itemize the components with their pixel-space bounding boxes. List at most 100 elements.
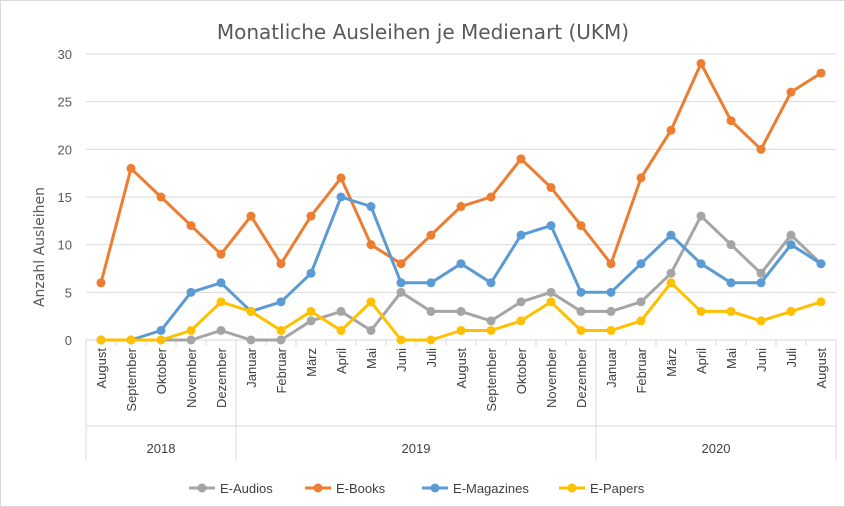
legend-label: E-Books xyxy=(336,481,386,496)
data-point xyxy=(156,325,166,335)
series-e-audios xyxy=(96,211,826,345)
data-point xyxy=(546,287,556,297)
data-point xyxy=(576,325,586,335)
x-tick-label: Juli xyxy=(784,348,799,368)
data-point xyxy=(156,335,166,345)
series-line xyxy=(99,214,823,342)
data-point xyxy=(336,192,346,202)
data-point xyxy=(276,259,286,269)
data-point xyxy=(336,306,346,316)
data-point xyxy=(276,297,286,307)
data-point xyxy=(456,325,466,335)
data-point xyxy=(216,325,226,335)
x-tick-label: April xyxy=(694,348,709,374)
data-point xyxy=(276,325,286,335)
data-point xyxy=(726,306,736,316)
x-tick-label: Mai xyxy=(724,348,739,369)
data-point xyxy=(636,259,646,269)
x-tick-label: März xyxy=(304,348,319,377)
data-point xyxy=(156,192,166,202)
data-point xyxy=(726,240,736,250)
series-e-books xyxy=(96,59,826,288)
data-point xyxy=(246,335,256,345)
data-point xyxy=(576,306,586,316)
x-tick-label: August xyxy=(454,348,469,389)
data-point xyxy=(606,259,616,269)
data-point xyxy=(666,268,676,278)
data-point xyxy=(306,306,316,316)
data-point xyxy=(756,278,766,288)
data-point xyxy=(186,335,196,345)
data-point xyxy=(306,268,316,278)
chart-title: Monatliche Ausleihen je Medienart (UKM) xyxy=(217,20,629,44)
data-point xyxy=(816,297,826,307)
data-point xyxy=(276,335,286,345)
x-tick-label: August xyxy=(94,348,109,389)
data-point xyxy=(456,259,466,269)
data-point xyxy=(96,278,106,288)
data-point xyxy=(636,173,646,183)
data-point xyxy=(606,325,616,335)
data-point xyxy=(576,287,586,297)
y-tick-label: 10 xyxy=(58,238,72,253)
x-tick-label: September xyxy=(124,347,139,411)
data-point xyxy=(426,335,436,345)
y-tick-label: 0 xyxy=(65,333,72,348)
data-point xyxy=(246,306,256,316)
year-label: 2019 xyxy=(402,441,431,456)
x-tick-label: September xyxy=(484,347,499,411)
x-tick-label: Oktober xyxy=(514,347,529,394)
data-point xyxy=(486,316,496,326)
data-point xyxy=(786,306,796,316)
data-point xyxy=(546,182,556,192)
data-point xyxy=(96,335,106,345)
x-tick-label: August xyxy=(814,348,829,389)
data-point xyxy=(336,173,346,183)
data-point xyxy=(666,125,676,135)
data-point xyxy=(186,221,196,231)
data-point xyxy=(396,278,406,288)
x-tick-label: Mai xyxy=(364,348,379,369)
data-point xyxy=(336,325,346,335)
legend-marker xyxy=(567,483,577,493)
data-point xyxy=(186,287,196,297)
data-point xyxy=(696,211,706,221)
data-point xyxy=(816,68,826,78)
y-axis-title: Anzahl Ausleihen xyxy=(32,187,48,307)
year-label: 2020 xyxy=(702,441,731,456)
data-point xyxy=(456,306,466,316)
data-point xyxy=(786,230,796,240)
legend-label: E-Magazines xyxy=(453,481,529,496)
data-point xyxy=(366,202,376,212)
x-axis: August September Oktober November Dezember Ja… xyxy=(85,340,837,461)
series-e-magazines xyxy=(96,192,826,345)
data-point xyxy=(486,278,496,288)
x-tick-label: November xyxy=(184,347,199,408)
x-tick-label: Januar xyxy=(604,347,619,387)
data-point xyxy=(606,287,616,297)
x-tick-label: April xyxy=(334,348,349,374)
x-tick-label: Februar xyxy=(274,347,289,393)
data-point xyxy=(636,316,646,326)
legend-item: E-Books xyxy=(305,481,386,496)
data-point xyxy=(366,325,376,335)
legend-marker xyxy=(313,483,323,493)
y-tick-label: 5 xyxy=(65,285,72,300)
data-point xyxy=(516,154,526,164)
legend: E-Audios E-Books E-Magazines E-Papers xyxy=(189,481,645,496)
x-tick-label: November xyxy=(544,347,559,408)
data-point xyxy=(816,259,826,269)
data-point xyxy=(246,211,256,221)
data-point xyxy=(696,59,706,69)
y-tick-label: 30 xyxy=(58,47,72,62)
data-point xyxy=(696,259,706,269)
x-tick-label: Januar xyxy=(244,347,259,387)
legend-marker xyxy=(197,483,207,493)
y-tick-label: 20 xyxy=(58,142,72,157)
data-point xyxy=(126,335,136,345)
data-point xyxy=(216,249,226,259)
data-point xyxy=(636,297,646,307)
data-point xyxy=(756,144,766,154)
data-point xyxy=(726,116,736,126)
